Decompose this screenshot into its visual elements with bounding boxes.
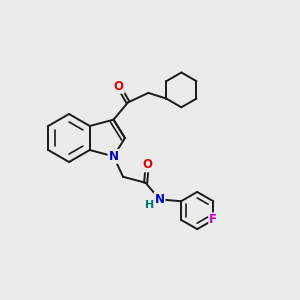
- Text: H: H: [145, 200, 154, 210]
- Text: F: F: [209, 213, 217, 226]
- Text: O: O: [142, 158, 152, 171]
- Text: O: O: [114, 80, 124, 93]
- Text: N: N: [154, 193, 164, 206]
- Text: N: N: [109, 150, 118, 163]
